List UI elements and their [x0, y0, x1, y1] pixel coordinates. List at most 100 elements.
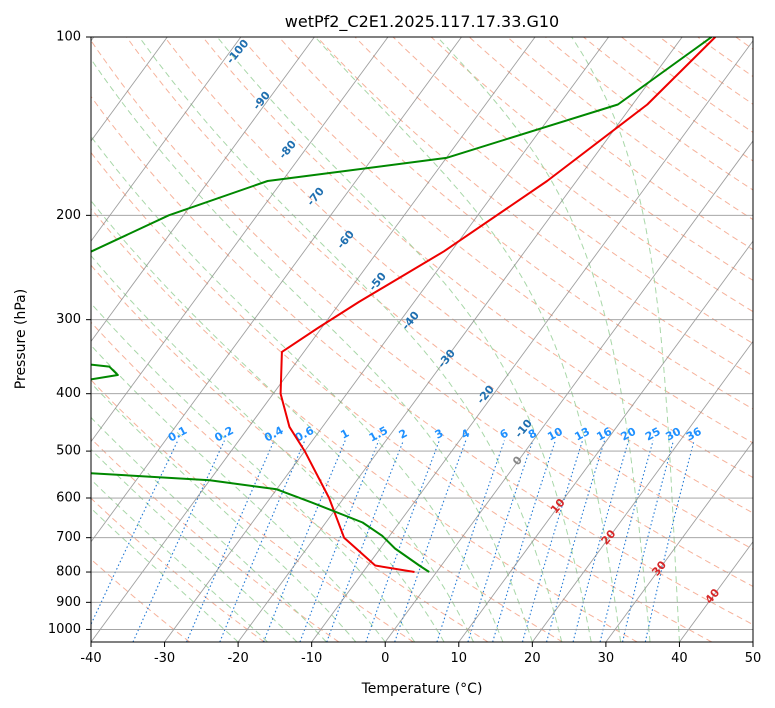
- y-tick-label: 300: [56, 312, 81, 327]
- dry-adiabat-line: [659, 37, 753, 105]
- moist-adiabat-line: [571, 37, 680, 642]
- dry-adiabat-line: [354, 37, 753, 345]
- dry-adiabat-line: [91, 151, 713, 642]
- x-tick-label: -20: [227, 651, 248, 666]
- moist-adiabat-line: [91, 302, 416, 642]
- isotherm-line: [164, 37, 609, 642]
- moist-adiabat-line: [314, 37, 622, 642]
- mixing-ratio-line: [521, 440, 584, 642]
- mixing-ratio-label: 36: [684, 425, 704, 444]
- y-tick-label: 900: [56, 595, 81, 610]
- profile-series: [91, 37, 717, 573]
- moist-adiabat-label: -20: [474, 383, 497, 407]
- dry-adiabat-line: [430, 37, 753, 281]
- isotherm-line: [237, 37, 683, 642]
- dewpoint-profile-line: [91, 37, 713, 573]
- moist-adiabat-line: [91, 416, 327, 642]
- isotherm-line: [91, 37, 168, 142]
- isotherm-line: [311, 39, 753, 642]
- mixing-ratio-label: 4: [459, 426, 472, 441]
- mixing-ratio-label: 10: [545, 425, 565, 444]
- x-tick-label: -40: [80, 651, 101, 666]
- isotherm-line: [531, 340, 753, 642]
- mixing-ratio-line: [186, 440, 275, 642]
- x-tick-label: 40: [671, 651, 688, 666]
- y-tick-label: 400: [56, 386, 81, 401]
- mixing-ratio-line: [546, 440, 606, 642]
- x-tick-label: -30: [154, 651, 175, 666]
- mixing-ratio-label: 1: [338, 427, 351, 442]
- mixing-ratio-line: [572, 440, 630, 642]
- temperature-profile-line: [279, 37, 717, 573]
- isotherm-line: [605, 440, 753, 642]
- moist-adiabat-line: [91, 58, 533, 642]
- mixing-ratio-line: [132, 440, 225, 642]
- moist-adiabat-line: [91, 135, 504, 642]
- moist-adiabat-line: [91, 254, 445, 642]
- isotherms: [91, 37, 753, 642]
- moist-adiabat-line: [91, 200, 474, 642]
- mixing-ratio-label: 6: [498, 426, 511, 441]
- dry-adiabat-line: [91, 437, 340, 642]
- dry-adiabat-line: [392, 37, 753, 313]
- mixing-ratio-label: 25: [643, 425, 663, 444]
- isotherm-label: 20: [599, 527, 619, 547]
- chart-title: wetPf2_C2E1.2025.117.17.33.G10: [285, 12, 559, 32]
- mixing-ratio-label: 20: [619, 425, 639, 444]
- mixing-ratio-label: 16: [594, 425, 614, 444]
- isotherm-label: 0: [510, 453, 525, 467]
- moist-adiabat-line: [91, 507, 239, 642]
- isotherm-line: [384, 140, 753, 642]
- x-axis: -40 -30 -20 -10 0 10 20 30 40 50: [80, 642, 761, 666]
- mixing-ratio-label: 13: [572, 425, 592, 444]
- overlay-labels: 0.1 0.2 0.4 0.6 1 1.5 2 3 4 6 8 10 13 16 20 25 30 36-100-…: [166, 37, 723, 606]
- isotherm-line: [91, 37, 462, 543]
- dry-adiabat-line: [735, 37, 753, 50]
- y-axis: 100 200 300 400 500 600 700 800 900 1000: [48, 30, 91, 637]
- mixing-ratio-label: 1.5: [367, 424, 390, 445]
- mixing-ratio-line: [467, 440, 534, 642]
- mixing-ratio-label: 0.1: [166, 424, 189, 445]
- moist-adiabat-line: [91, 448, 298, 642]
- isotherm-line: [458, 240, 753, 642]
- mixing-ratio-label: 0.2: [212, 424, 235, 445]
- isotherm-label: 30: [649, 558, 669, 578]
- y-tick-label: 500: [56, 444, 81, 459]
- mixing-ratio-line: [365, 440, 440, 642]
- pressure-gridlines: [91, 37, 753, 630]
- dry-adiabats: [91, 37, 753, 642]
- y-tick-label: 200: [56, 208, 81, 223]
- mixing-ratio-line: [219, 440, 306, 642]
- x-tick-label: 20: [524, 651, 541, 666]
- moist-adiabat-label: -40: [399, 309, 422, 333]
- y-tick-label: 700: [56, 530, 81, 545]
- mixing-ratio-lines: [91, 440, 695, 642]
- moist-adiabat-label: -90: [250, 89, 273, 113]
- x-tick-label: 30: [598, 651, 615, 666]
- mixing-ratio-label: 0.4: [262, 424, 286, 445]
- mixing-ratio-line: [644, 440, 695, 642]
- y-tick-label: 100: [56, 30, 81, 45]
- moist-adiabat-line: [138, 37, 563, 642]
- dry-adiabat-line: [91, 207, 638, 642]
- mixing-ratio-line: [492, 440, 556, 642]
- moist-adiabat-line: [91, 344, 386, 642]
- moist-adiabat-label: -30: [435, 347, 458, 371]
- dry-adiabat-line: [545, 37, 753, 191]
- y-axis-title: Pressure (hPa): [13, 289, 29, 389]
- mixing-ratio-label: 30: [663, 425, 683, 444]
- x-tick-label: -10: [301, 651, 322, 666]
- dry-adiabat-line: [91, 264, 563, 642]
- mixing-ratio-line: [91, 440, 179, 626]
- isotherm-label: 10: [548, 496, 568, 516]
- dry-adiabat-line: [91, 95, 753, 626]
- dry-adiabat-line: [697, 37, 753, 78]
- moist-adiabat-label: -80: [276, 138, 299, 162]
- dry-adiabat-line: [91, 497, 265, 642]
- moist-adiabat-line: [437, 37, 651, 642]
- mixing-ratio-line: [599, 440, 654, 642]
- isotherm-line: [679, 541, 753, 642]
- moist-adiabat-line: [216, 37, 592, 642]
- y-tick-label: 800: [56, 565, 81, 580]
